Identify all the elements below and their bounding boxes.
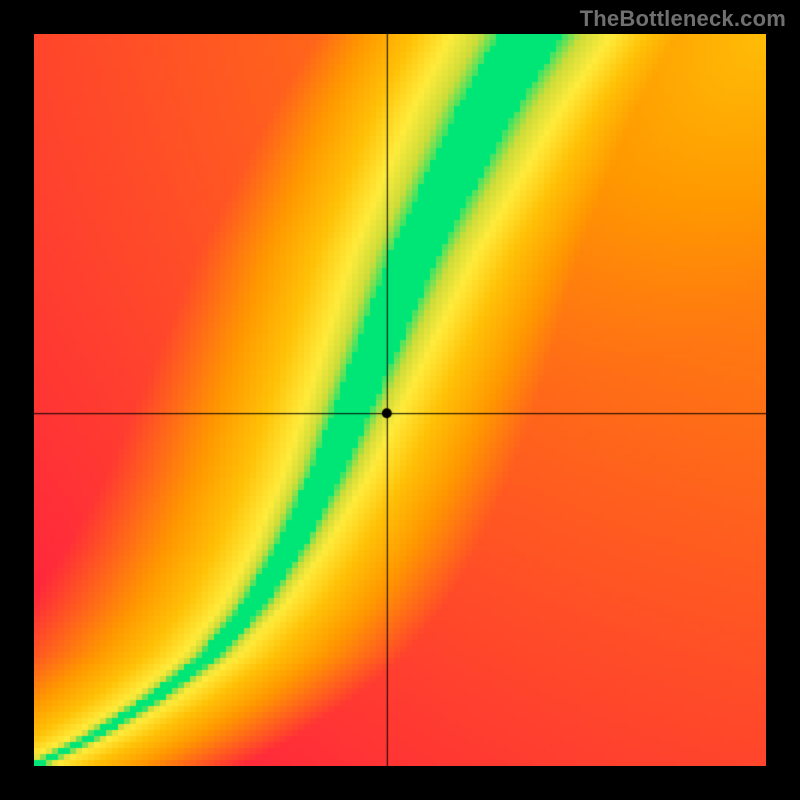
bottleneck-heatmap (34, 34, 766, 766)
watermark-text: TheBottleneck.com (580, 6, 786, 32)
